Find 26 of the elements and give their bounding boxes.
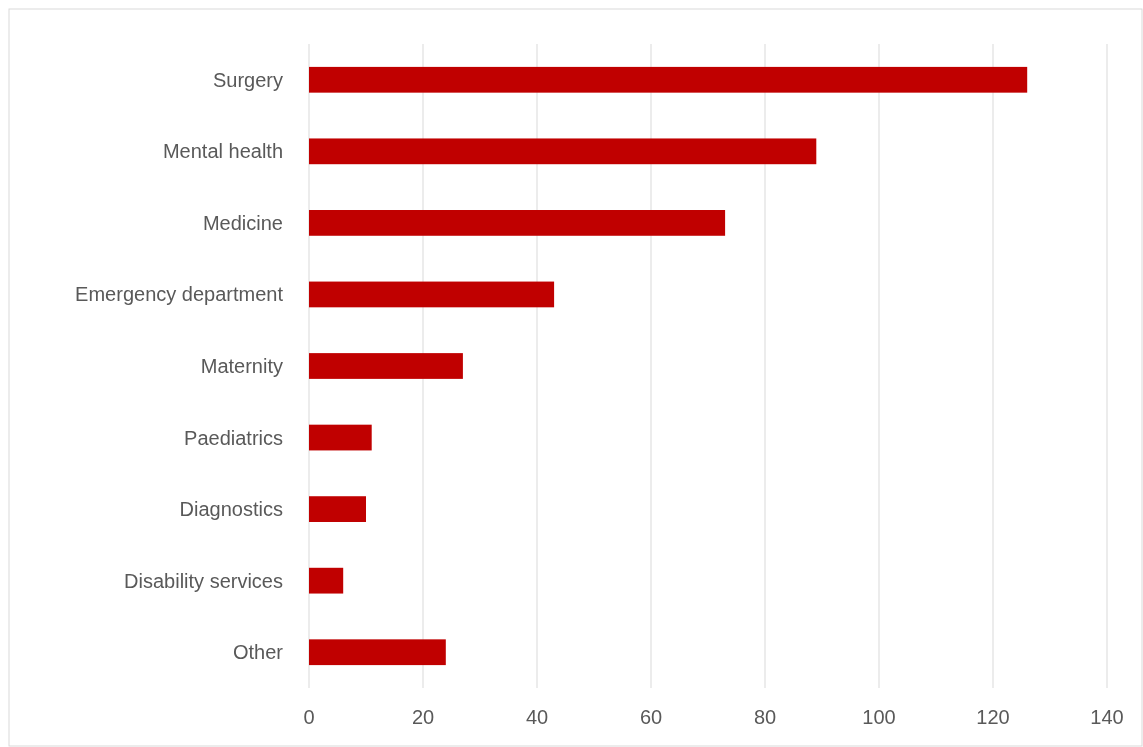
y-tick-label: Surgery xyxy=(212,68,283,91)
y-tick-label: Emergency department xyxy=(75,283,284,306)
bar xyxy=(309,138,817,165)
x-tick-label: 100 xyxy=(862,706,896,728)
bar xyxy=(309,496,366,522)
x-tick-label: 140 xyxy=(1090,706,1124,728)
x-tick-label: 80 xyxy=(753,706,777,728)
bar xyxy=(309,567,344,594)
bar xyxy=(309,639,446,666)
bar xyxy=(309,353,463,379)
bar xyxy=(309,66,1028,93)
y-tick-label: Disability services xyxy=(124,569,283,592)
y-tick-label: Other xyxy=(232,641,284,664)
bar xyxy=(309,210,726,236)
bar xyxy=(309,424,372,451)
x-tick-label: 20 xyxy=(411,706,435,728)
x-tick-label: 120 xyxy=(976,706,1010,728)
y-tick-label: Mental health xyxy=(162,140,283,163)
x-tick-label: 0 xyxy=(303,706,315,728)
y-tick-label: Maternity xyxy=(200,355,283,377)
y-tick-label: Paediatrics xyxy=(184,426,283,449)
y-tick-label: Diagnostics xyxy=(179,498,283,521)
x-tick-label: 60 xyxy=(639,706,663,728)
y-tick-label: Medicine xyxy=(202,211,283,234)
bar xyxy=(309,281,555,308)
x-tick-label: 40 xyxy=(525,706,549,728)
